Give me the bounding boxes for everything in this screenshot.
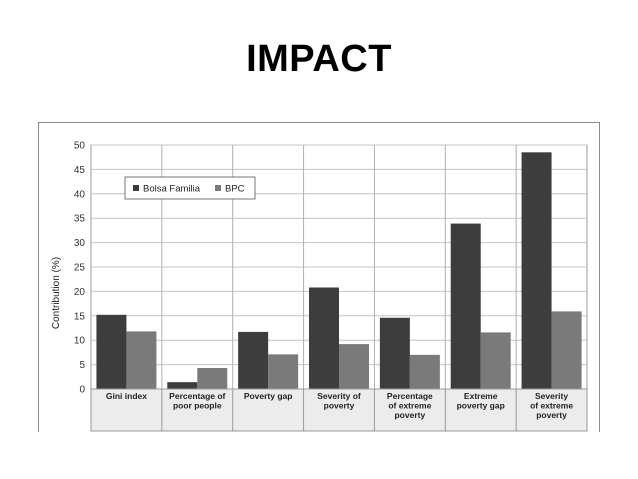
bar-chart: 0 5 10 15 20 25 30 35 40 45 50 Gini index Percentage…	[51, 141, 588, 432]
bar-bpc	[480, 332, 511, 389]
y-tick-label: 50	[74, 141, 86, 152]
chart-frame: 0 5 10 15 20 25 30 35 40 45 50 Gini index Percentage…	[38, 122, 600, 432]
y-tick-label: 20	[74, 287, 86, 298]
bar-bpc	[551, 311, 582, 389]
y-tick-label: 40	[74, 189, 86, 200]
x-tick-label: Severity of extreme poverty	[530, 391, 573, 420]
bar-bolsa-familia	[379, 317, 410, 389]
bar-bolsa-familia	[238, 331, 269, 389]
legend-swatch	[215, 185, 221, 191]
y-tick-label: 15	[74, 311, 86, 322]
y-tick-label: 45	[74, 165, 86, 176]
bar-bpc	[339, 344, 369, 389]
legend-box	[124, 176, 256, 200]
bar-bpc	[409, 354, 440, 389]
y-tick-label: 10	[74, 336, 86, 347]
bar-bolsa-familia	[167, 382, 198, 389]
category-label-band	[90, 388, 588, 432]
bar-bolsa-familia	[309, 287, 339, 389]
x-tick-label: Severity of poverty	[317, 391, 361, 411]
slide-title: IMPACT	[246, 38, 392, 80]
legend-swatch	[133, 185, 139, 191]
y-tick-label: 35	[74, 214, 86, 225]
y-tick-label: 5	[79, 360, 85, 371]
bar-bpc	[268, 354, 299, 389]
y-tick-label: 0	[79, 385, 85, 396]
y-tick-label: 30	[74, 238, 86, 249]
bar-bpc	[126, 331, 157, 389]
x-tick-label: Gini index	[106, 391, 147, 401]
bar-bolsa-familia	[450, 223, 481, 389]
legend-label: BPC	[225, 184, 245, 195]
y-axis-label: Contribution (%)	[51, 257, 62, 329]
x-tick-label: Percentage of extreme poverty	[387, 391, 433, 420]
bar-bolsa-familia	[521, 152, 552, 389]
bar-bpc	[197, 368, 228, 389]
bar-bolsa-familia	[96, 314, 127, 389]
x-tick-label: Percentage of poor people	[169, 391, 225, 411]
y-tick-label: 25	[74, 263, 86, 274]
legend-label: Bolsa Familia	[143, 184, 201, 195]
x-tick-label: Poverty gap	[244, 391, 293, 401]
x-tick-label: Extreme poverty gap	[457, 391, 505, 411]
